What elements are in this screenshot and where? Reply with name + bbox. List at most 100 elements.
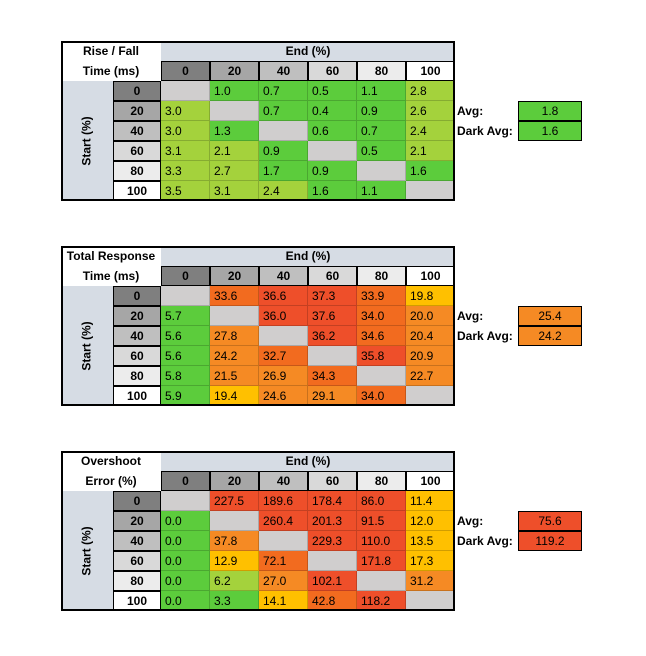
data-cell: 3.3 [210,591,259,611]
row-header: 20 [113,511,161,531]
data-cell: 37.6 [308,306,357,326]
table-title-line-1: Overshoot [80,454,141,468]
row-header: 100 [113,591,161,611]
data-cell: 22.7 [406,366,455,386]
table-2: Total Response Time (ms) End (%) 0 20 40 60 80 1… [0,246,646,426]
column-header: 0 [161,266,210,286]
data-cell: 1.1 [357,181,406,201]
data-cell: 2.7 [210,161,259,181]
row-header: 40 [113,326,161,346]
dark-avg-value: 24.2 [518,326,582,346]
data-cell: 33.6 [210,286,259,306]
data-cell: 42.8 [308,591,357,611]
data-cell: 3.1 [161,141,210,161]
data-cell: 3.0 [161,121,210,141]
data-cell: 189.6 [259,491,308,511]
data-cell: 13.5 [406,531,455,551]
column-header: 40 [259,266,308,286]
data-cell [210,101,259,121]
avg-label: Avg: [457,309,484,323]
dark-avg-label: Dark Avg: [457,124,513,138]
row-header: 40 [113,121,161,141]
data-cell: 0.4 [308,101,357,121]
row-header: 0 [113,286,161,306]
data-cell: 32.7 [259,346,308,366]
data-cell: 31.2 [406,571,455,591]
data-cell [308,346,357,366]
data-cell: 0.9 [308,161,357,181]
data-cell [357,366,406,386]
data-cell: 0.0 [161,591,210,611]
data-cell: 110.0 [357,531,406,551]
data-cell [406,181,455,201]
data-cell: 29.1 [308,386,357,406]
data-cell: 0.7 [357,121,406,141]
data-cell: 72.1 [259,551,308,571]
data-cell: 24.2 [210,346,259,366]
data-cell: 2.1 [406,141,455,161]
data-cell: 171.8 [357,551,406,571]
row-header: 0 [113,81,161,101]
data-cell: 35.8 [357,346,406,366]
data-cell: 3.5 [161,181,210,201]
avg-label: Avg: [457,104,484,118]
data-cell: 20.0 [406,306,455,326]
column-header: 40 [259,471,308,491]
data-cell: 91.5 [357,511,406,531]
data-cell: 11.4 [406,491,455,511]
data-cell: 3.1 [210,181,259,201]
row-header: 20 [113,306,161,326]
column-header: 100 [406,471,455,491]
column-header: 100 [406,61,455,81]
table-title-line-1: Rise / Fall [82,44,140,58]
column-header: 20 [210,266,259,286]
start-axis-label: Start (%) [61,81,113,201]
row-header: 0 [113,491,161,511]
data-cell [210,306,259,326]
row-header: 80 [113,366,161,386]
data-cell: 1.6 [308,181,357,201]
data-cell: 0.5 [308,81,357,101]
data-cell: 0.0 [161,571,210,591]
data-cell: 260.4 [259,511,308,531]
data-cell: 5.8 [161,366,210,386]
data-cell: 0.7 [259,101,308,121]
data-cell [161,81,210,101]
column-header: 0 [161,61,210,81]
data-cell: 2.4 [406,121,455,141]
data-cell: 2.1 [210,141,259,161]
data-cell: 0.9 [259,141,308,161]
data-cell [259,121,308,141]
data-cell: 2.4 [259,181,308,201]
column-header: 0 [161,471,210,491]
data-cell: 1.3 [210,121,259,141]
dark-avg-label: Dark Avg: [457,329,513,343]
data-cell: 34.3 [308,366,357,386]
data-cell: 5.6 [161,326,210,346]
data-cell: 201.3 [308,511,357,531]
data-cell: 20.4 [406,326,455,346]
data-cell: 6.2 [210,571,259,591]
data-cell: 17.3 [406,551,455,571]
column-header: 100 [406,266,455,286]
data-cell: 0.0 [161,531,210,551]
row-header: 100 [113,181,161,201]
data-cell: 5.6 [161,346,210,366]
end-axis-label: End (%) [161,451,455,471]
data-cell: 229.3 [308,531,357,551]
data-cell: 37.3 [308,286,357,306]
data-cell: 86.0 [357,491,406,511]
row-header: 20 [113,101,161,121]
data-cell: 21.5 [210,366,259,386]
data-cell [210,511,259,531]
table-3: Overshoot Error (%) End (%) 0 20 40 60 80 100 Sta… [0,451,646,631]
data-cell [406,386,455,406]
data-cell [308,141,357,161]
data-cell [357,571,406,591]
data-cell: 0.0 [161,551,210,571]
data-cell [406,591,455,611]
data-cell: 0.7 [259,81,308,101]
data-cell: 1.7 [259,161,308,181]
row-header: 80 [113,571,161,591]
start-axis-label: Start (%) [61,491,113,611]
